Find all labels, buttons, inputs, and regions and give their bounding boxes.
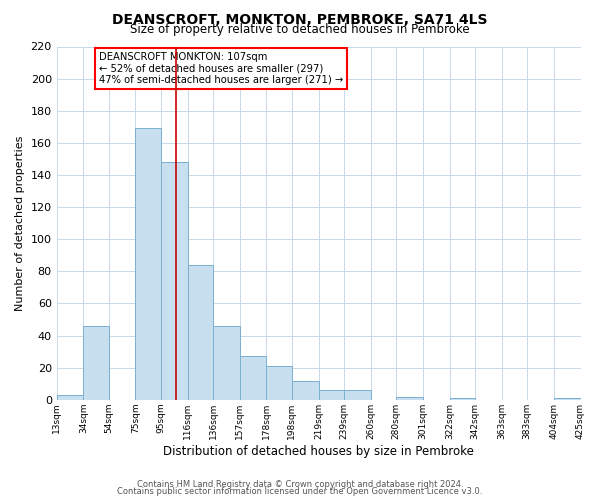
Text: DEANSCROFT MONKTON: 107sqm
← 52% of detached houses are smaller (297)
47% of sem: DEANSCROFT MONKTON: 107sqm ← 52% of deta… (98, 52, 343, 85)
Bar (266, 366, 292, 400)
Text: Size of property relative to detached houses in Pembroke: Size of property relative to detached ho… (130, 22, 470, 36)
Bar (240, 356, 266, 400)
Bar (449, 398, 475, 400)
Y-axis label: Number of detached properties: Number of detached properties (15, 136, 25, 311)
Bar (161, 162, 188, 400)
Bar (136, 128, 161, 400)
Text: Contains HM Land Registry data © Crown copyright and database right 2024.: Contains HM Land Registry data © Crown c… (137, 480, 463, 489)
Bar (83, 326, 109, 400)
Bar (396, 396, 423, 400)
Text: DEANSCROFT, MONKTON, PEMBROKE, SA71 4LS: DEANSCROFT, MONKTON, PEMBROKE, SA71 4LS (112, 12, 488, 26)
Bar (292, 380, 319, 400)
X-axis label: Distribution of detached houses by size in Pembroke: Distribution of detached houses by size … (163, 444, 474, 458)
Bar (554, 398, 581, 400)
Bar (213, 326, 240, 400)
Bar (188, 265, 213, 400)
Text: Contains public sector information licensed under the Open Government Licence v3: Contains public sector information licen… (118, 488, 482, 496)
Bar (56, 395, 83, 400)
Bar (319, 390, 344, 400)
Bar (344, 390, 371, 400)
